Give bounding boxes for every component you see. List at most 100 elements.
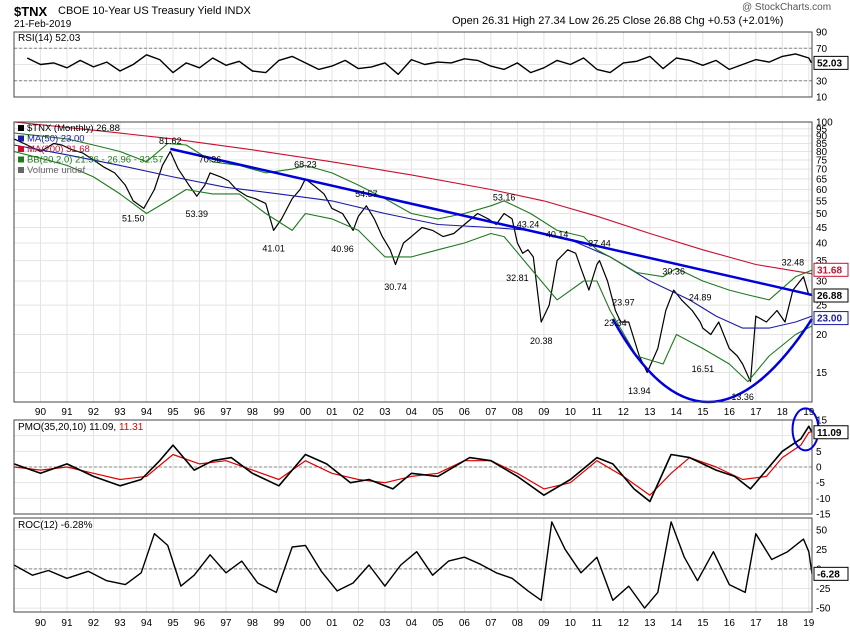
x-tick-label: 06: [459, 407, 471, 418]
price-tick-label: 100: [816, 118, 833, 129]
rsi-tick-label: 70: [816, 44, 828, 55]
stockcharts-watermark: @ StockCharts.com: [742, 2, 832, 13]
legend-entry-ma50: MA(50) 23.00: [27, 134, 85, 145]
x-tick-label: 94: [141, 618, 153, 629]
pmo-last-value-box: [813, 425, 849, 440]
x-tick-label: 09: [538, 407, 550, 418]
x-tick-label: 96: [194, 618, 206, 629]
x-tick-label: 14: [671, 618, 683, 629]
pmo-last-value: 11.09: [817, 428, 842, 439]
x-tick-label: 99: [273, 618, 285, 629]
rsi-panel-frame: [13, 31, 813, 98]
ma200-value-tag: 31.68: [817, 265, 842, 276]
pmo-tick-label: 15: [816, 416, 828, 427]
x-tick-label: 04: [406, 618, 418, 629]
pmo-title: PMO(35,20,10) 11.09, 11.31: [18, 422, 144, 433]
price-annotation-label: 53.39: [186, 209, 209, 219]
rsi-last-value: 52.03: [817, 58, 842, 69]
legend-entry-bb: BB(20,2.0) 21.36 - 26.96 - 32.57: [27, 155, 163, 166]
roc-title: ROC(12) -6.28%: [18, 520, 93, 531]
price-tick-label: 45: [816, 223, 828, 234]
roc-tick-label: 25: [816, 545, 828, 556]
x-tick-label: 11: [592, 618, 603, 629]
series-bb-line: [13, 150, 813, 383]
pmo-title-signal: 11.31: [119, 422, 144, 433]
rsi-title: RSI(14) 52.03: [18, 33, 81, 44]
x-tick-label: 08: [512, 618, 524, 629]
legend-swatch-volume: [18, 167, 24, 173]
pmo-tick-label: 5: [816, 447, 822, 458]
x-tick-label: 18: [777, 618, 789, 629]
price-tick-label: 55: [816, 196, 828, 207]
price-tick-label: 25: [816, 301, 828, 312]
roc-tick-label: -50: [816, 604, 831, 615]
x-tick-label: 05: [432, 407, 444, 418]
price-annotation-label: 13.94: [628, 386, 651, 396]
x-tick-label: 00: [300, 407, 312, 418]
x-tick-label: 15: [697, 618, 709, 629]
x-tick-label: 97: [220, 618, 232, 629]
series-ma200-line: [13, 121, 813, 275]
x-tick-label: 95: [167, 407, 179, 418]
x-tick-label: 10: [565, 407, 577, 418]
x-tick-label: 97: [220, 407, 232, 418]
price-annotation-label: 37.44: [588, 239, 611, 249]
price-tick-label: 90: [816, 131, 828, 142]
x-tick-label: 96: [194, 407, 206, 418]
x-tick-label: 94: [141, 407, 153, 418]
price-tick-label: 40: [816, 239, 828, 250]
x-tick-label: 05: [432, 618, 444, 629]
roc-line: [13, 521, 813, 609]
x-tick-label: 91: [61, 407, 73, 418]
pmo-panel-frame: [13, 419, 813, 515]
x-tick-label: 17: [750, 407, 762, 418]
price-annotation-label: 68.23: [294, 159, 317, 169]
pmo-tick-label: 0: [816, 463, 822, 474]
x-tick-label: 18: [777, 407, 789, 418]
x-tick-label: 04: [406, 407, 418, 418]
pmo-tick-label: -15: [816, 510, 831, 521]
price-annotation-label: 13.36: [731, 392, 754, 402]
rsi-tick-label: 30: [816, 76, 828, 87]
close-value-tag: 26.88: [817, 291, 842, 302]
price-tick-label: 15: [816, 368, 828, 379]
x-tick-label: 10: [565, 618, 577, 629]
x-tick-label: 98: [247, 407, 259, 418]
x-tick-label: 12: [618, 407, 630, 418]
price-tick-label: 60: [816, 185, 828, 196]
x-tick-label: 13: [644, 618, 656, 629]
x-tick-label: 99: [273, 407, 285, 418]
x-tick-label: 08: [512, 407, 524, 418]
x-tick-label: 93: [114, 618, 126, 629]
x-tick-label: 01: [326, 407, 338, 418]
price-annotation-label: 41.01: [262, 244, 285, 254]
roc-panel-frame: [13, 517, 813, 613]
series-ma50-line: [13, 144, 813, 329]
price-tick-label: 30: [816, 276, 828, 287]
price-annotation-label: 40.96: [331, 244, 354, 254]
x-tick-label: 09: [538, 618, 550, 629]
price-annotation-label: 70.96: [199, 154, 222, 164]
legend-swatch-ma200: [18, 146, 24, 152]
rsi-tick-label: 90: [816, 28, 828, 39]
x-tick-label: 13: [644, 407, 656, 418]
legend-entry-ma200: MA(200) 31.68: [27, 144, 90, 155]
x-tick-label: 90: [35, 618, 47, 629]
chart-date: 21-Feb-2019: [14, 19, 72, 30]
price-annotation-label: 16.51: [692, 364, 715, 374]
rsi-last-value-box: [813, 55, 849, 70]
pmo-tick-label: -5: [816, 478, 825, 489]
roc-last-value-box: [813, 566, 849, 581]
pmo-tick-label: -10: [816, 494, 831, 505]
chart-header-symbol: $TNX: [14, 4, 48, 19]
price-annotation-label: 30.74: [384, 282, 407, 292]
legend-swatch-price: [18, 125, 24, 131]
price-tick-label: 20: [816, 330, 828, 341]
chart-header-name: CBOE 10-Year US Treasury Yield INDX: [58, 5, 251, 17]
roc-tick-label: 50: [816, 525, 828, 536]
legend-swatch-bb: [18, 156, 24, 163]
x-tick-label: 19: [803, 407, 815, 418]
roc-tick-label: -25: [816, 584, 831, 595]
price-tick-label: 85: [816, 139, 828, 150]
